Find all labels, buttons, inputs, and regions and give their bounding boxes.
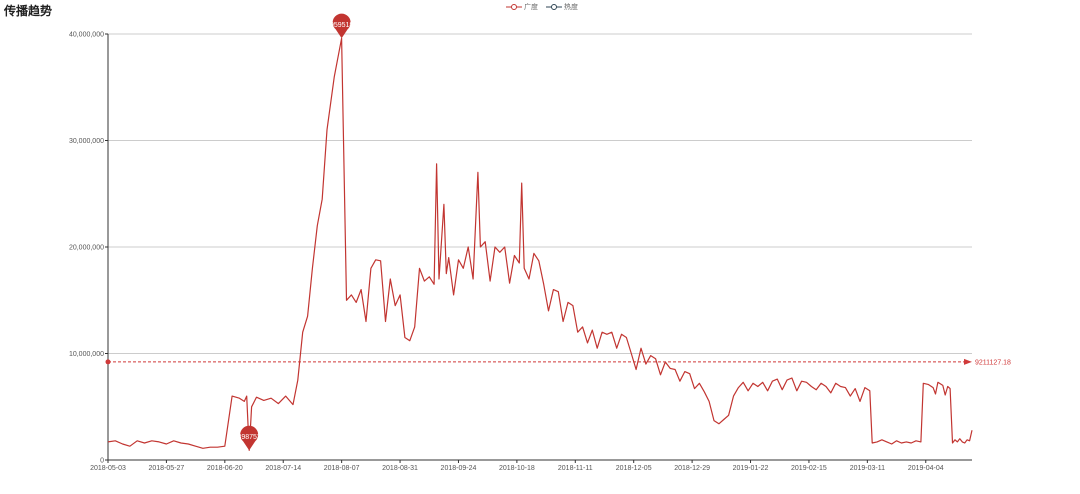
x-tick-label: 2018-09-24	[441, 465, 477, 472]
y-tick-label: 10,000,000	[69, 351, 104, 358]
y-tick-label: 30,000,000	[69, 138, 104, 145]
x-tick-label: 2019-02-15	[791, 465, 827, 472]
x-tick-label: 2019-04-04	[908, 465, 944, 472]
series-line-guangdu	[107, 37, 973, 451]
mark-point-pin-icon	[240, 425, 259, 451]
average-line-start-dot	[105, 359, 111, 365]
legend-swatch-icon	[506, 4, 522, 10]
x-tick-label: 2018-08-07	[324, 465, 360, 472]
x-tick-label: 2018-10-18	[499, 465, 535, 472]
mark-point-label: 39595188	[326, 22, 357, 29]
page-title: 传播趋势	[4, 4, 53, 18]
legend-item-redu[interactable]: 热度	[546, 2, 578, 12]
x-tick-label: 2018-08-31	[382, 465, 418, 472]
chart-legend: 广度 热度	[506, 2, 578, 12]
legend-swatch-icon	[546, 4, 562, 10]
x-tick-label: 2018-05-27	[149, 465, 185, 472]
legend-label: 广度	[524, 4, 538, 11]
x-tick-label: 2019-03-11	[850, 465, 885, 472]
mark-point-pin-icon	[332, 13, 351, 39]
legend-label: 热度	[564, 4, 578, 11]
x-tick-label: 2019-01-22	[733, 465, 769, 472]
y-tick-label: 20,000,000	[69, 245, 104, 252]
y-tick-label: 0	[100, 458, 104, 465]
average-line-label: 9211127.18	[975, 359, 1011, 366]
x-tick-label: 2018-12-05	[616, 465, 652, 472]
x-tick-label: 2018-07-14	[265, 465, 301, 472]
x-tick-label: 2018-05-03	[90, 465, 126, 472]
x-tick-label: 2018-12-29	[674, 465, 710, 472]
mark-point-label: 898753	[237, 434, 260, 441]
x-tick-label: 2018-11-11	[558, 465, 593, 472]
average-line-arrow-icon	[964, 358, 972, 365]
y-tick-label: 40,000,000	[69, 32, 104, 39]
legend-item-guangdu[interactable]: 广度	[506, 2, 538, 12]
x-tick-label: 2018-06-20	[207, 465, 243, 472]
